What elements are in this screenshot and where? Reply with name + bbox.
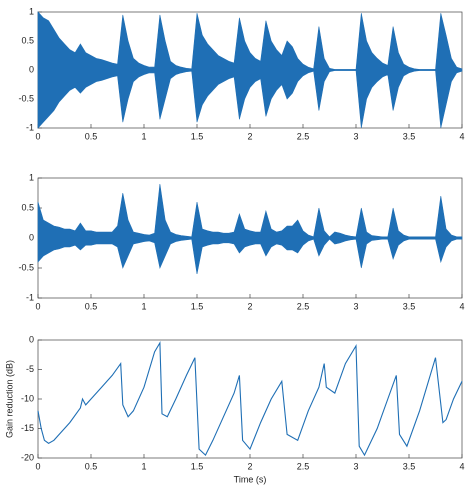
x-tick-label: 2.5 — [297, 131, 310, 141]
x-tick-label: 1.5 — [191, 301, 204, 311]
y-tick-label: -20 — [21, 452, 34, 462]
x-axis-label: Time (s) — [234, 474, 267, 484]
x-tick-label: 2 — [247, 461, 252, 471]
y-tick-label: 1 — [29, 6, 34, 16]
x-tick-label: 2 — [247, 131, 252, 141]
y-tick-label: 0 — [29, 64, 34, 74]
x-tick-label: 4 — [459, 461, 464, 471]
waveform — [37, 183, 463, 275]
waveform — [37, 11, 463, 129]
y-tick-label: -15 — [21, 423, 34, 433]
x-tick-label: 0 — [35, 131, 40, 141]
x-tick-label: 2.5 — [297, 461, 310, 471]
y-axis-label: Gain reduction (dB) — [4, 360, 14, 438]
x-tick-label: 3 — [353, 301, 358, 311]
y-tick-label: -1 — [26, 292, 34, 302]
x-tick-label: 1 — [141, 461, 146, 471]
x-tick-label: 2 — [247, 301, 252, 311]
x-tick-label: 3 — [353, 461, 358, 471]
x-tick-label: 3.5 — [403, 301, 416, 311]
y-tick-label: 1 — [29, 172, 34, 182]
x-tick-label: 1 — [141, 301, 146, 311]
y-tick-label: 0.5 — [21, 35, 34, 45]
y-tick-label: -5 — [26, 364, 34, 374]
x-tick-label: 0.5 — [85, 301, 98, 311]
x-tick-label: 0 — [35, 461, 40, 471]
y-tick-label: -0.5 — [18, 262, 34, 272]
x-tick-label: 3.5 — [403, 131, 416, 141]
x-tick-label: 1.5 — [191, 131, 204, 141]
y-tick-label: 0 — [29, 334, 34, 344]
x-tick-label: 3 — [353, 131, 358, 141]
plot-frame — [37, 339, 463, 459]
x-tick-label: 0.5 — [85, 131, 98, 141]
y-tick-label: -10 — [21, 393, 34, 403]
x-tick-label: 0 — [35, 301, 40, 311]
x-tick-label: 0.5 — [85, 461, 98, 471]
y-tick-label: 0.5 — [21, 202, 34, 212]
x-tick-label: 3.5 — [403, 461, 416, 471]
x-tick-label: 1 — [141, 131, 146, 141]
x-tick-label: 4 — [459, 131, 464, 141]
y-tick-label: -1 — [26, 122, 34, 132]
x-tick-label: 1.5 — [191, 461, 204, 471]
x-tick-label: 4 — [459, 301, 464, 311]
y-tick-label: 0 — [29, 232, 34, 242]
gain-line — [37, 340, 463, 457]
x-tick-label: 2.5 — [297, 301, 310, 311]
y-tick-label: -0.5 — [18, 93, 34, 103]
